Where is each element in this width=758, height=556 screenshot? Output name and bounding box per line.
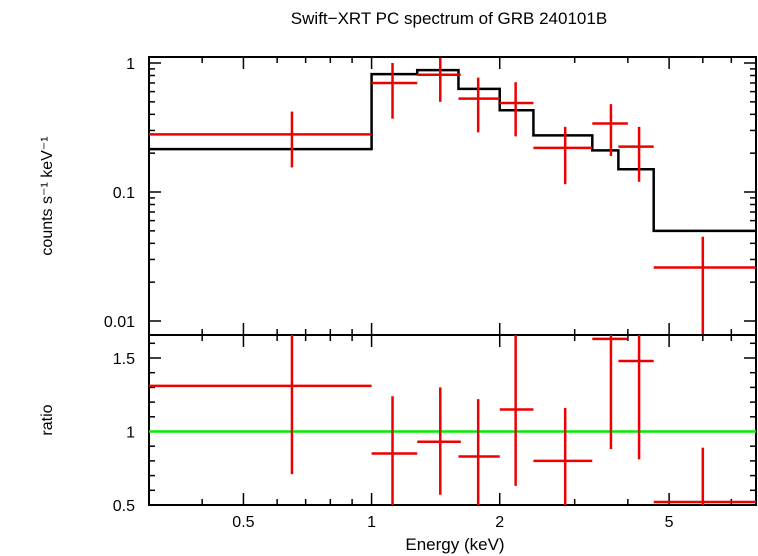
spectrum-data-point (149, 111, 372, 168)
ratio-data-point (458, 399, 500, 505)
ratio-y-axis-label: ratio (39, 404, 56, 435)
ratio-data-point (499, 335, 534, 486)
spectrum-data-point (371, 63, 418, 119)
x-tick-label: 1 (367, 514, 376, 531)
spectrum-data-point (618, 126, 654, 182)
spectrum-data-point (417, 57, 461, 102)
model-step-line (149, 68, 756, 233)
spectrum-plot-frame (148, 56, 757, 336)
ratio-panel: ratio Energy (keV) (39, 334, 757, 554)
x-tick-label: 0.5 (232, 514, 254, 531)
ratio-y-tick-label: 1.5 (113, 351, 135, 368)
spectrum-data-point (533, 126, 593, 185)
ratio-data-point (417, 387, 461, 495)
ratio-data-point (149, 335, 372, 475)
ratio-y-tick-label: 1 (126, 425, 135, 442)
chart-title: Swift−XRT PC spectrum of GRB 240101B (291, 9, 607, 28)
ratio-data-point (618, 335, 654, 460)
x-axis-label: Energy (keV) (405, 535, 504, 554)
spectrum-data-point (499, 82, 534, 137)
ratio-data-point (653, 447, 756, 505)
ratio-data-point (592, 335, 628, 450)
ratio-data-point (371, 396, 418, 505)
spectrum-panel: counts s⁻¹ keV⁻¹ (39, 56, 757, 336)
spectrum-y-tick-label: 0.01 (104, 314, 135, 331)
spectrum-y-tick-label: 0.1 (113, 185, 135, 202)
spectrum-y-axis-label: counts s⁻¹ keV⁻¹ (39, 136, 56, 255)
ratio-plot-frame (148, 334, 757, 506)
spectrum-y-tick-label: 1 (126, 56, 135, 73)
spectrum-data-point (458, 77, 500, 133)
spectrum-data-point (653, 236, 756, 334)
x-tick-label: 2 (495, 514, 504, 531)
x-tick-label: 5 (665, 514, 674, 531)
ratio-data-point (533, 407, 593, 505)
spectrum-data-point (592, 104, 628, 157)
ratio-y-tick-label: 0.5 (113, 498, 135, 515)
